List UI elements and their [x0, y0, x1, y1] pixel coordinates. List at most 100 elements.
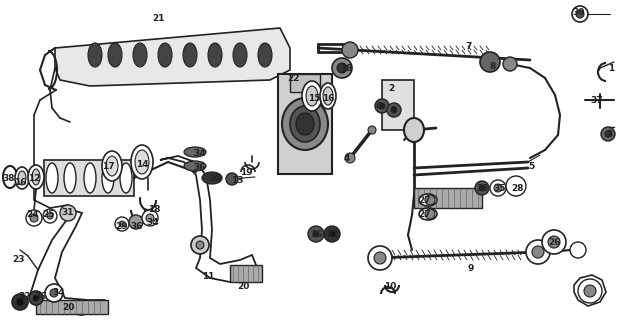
- Ellipse shape: [202, 172, 222, 184]
- Ellipse shape: [106, 156, 118, 176]
- Circle shape: [345, 153, 355, 163]
- Circle shape: [605, 131, 611, 137]
- Ellipse shape: [15, 167, 29, 189]
- Circle shape: [50, 289, 58, 297]
- Circle shape: [43, 209, 57, 223]
- Ellipse shape: [120, 163, 132, 193]
- Text: 31: 31: [61, 208, 74, 217]
- Text: 32: 32: [326, 230, 339, 239]
- Circle shape: [26, 210, 42, 226]
- Text: 36: 36: [310, 230, 322, 239]
- Text: 18: 18: [148, 205, 160, 214]
- Bar: [382, 80, 414, 130]
- Circle shape: [576, 10, 584, 18]
- Circle shape: [30, 214, 38, 222]
- Circle shape: [572, 6, 588, 22]
- Text: 29: 29: [115, 222, 128, 231]
- Text: 26: 26: [548, 238, 560, 247]
- Circle shape: [324, 226, 340, 242]
- Text: 30: 30: [208, 174, 220, 183]
- Ellipse shape: [18, 171, 26, 185]
- Polygon shape: [30, 210, 105, 315]
- Text: 32: 32: [18, 292, 30, 301]
- Circle shape: [313, 231, 319, 237]
- Circle shape: [308, 226, 324, 242]
- Ellipse shape: [419, 208, 437, 220]
- Circle shape: [391, 107, 397, 113]
- Ellipse shape: [28, 165, 44, 189]
- Ellipse shape: [320, 83, 336, 109]
- Circle shape: [570, 242, 586, 258]
- Text: 37: 37: [590, 96, 603, 105]
- Text: 15: 15: [308, 94, 321, 103]
- Circle shape: [387, 103, 401, 117]
- Text: 16: 16: [322, 94, 334, 103]
- Text: 33: 33: [476, 184, 488, 193]
- Text: 28: 28: [511, 184, 524, 193]
- Ellipse shape: [46, 163, 58, 193]
- Circle shape: [196, 241, 204, 249]
- Circle shape: [332, 58, 352, 78]
- Ellipse shape: [404, 118, 424, 142]
- Circle shape: [526, 240, 550, 264]
- Text: 35: 35: [493, 184, 506, 193]
- Circle shape: [548, 236, 560, 248]
- Circle shape: [506, 176, 526, 196]
- Polygon shape: [55, 28, 290, 86]
- Circle shape: [379, 103, 385, 109]
- Text: 34: 34: [193, 149, 206, 158]
- Text: 2: 2: [388, 84, 394, 93]
- Text: 11: 11: [202, 272, 215, 281]
- Ellipse shape: [208, 43, 222, 67]
- Circle shape: [342, 42, 358, 58]
- Circle shape: [542, 230, 566, 254]
- Bar: [278, 74, 332, 174]
- Circle shape: [226, 173, 238, 185]
- Ellipse shape: [302, 81, 322, 111]
- Text: 25: 25: [42, 210, 54, 219]
- Circle shape: [425, 209, 435, 219]
- Ellipse shape: [102, 163, 114, 193]
- Bar: [290, 74, 320, 92]
- Circle shape: [494, 184, 502, 192]
- Ellipse shape: [135, 150, 149, 174]
- Text: 22: 22: [287, 74, 300, 83]
- Circle shape: [479, 185, 485, 191]
- Text: 1: 1: [608, 64, 614, 73]
- Circle shape: [142, 210, 158, 226]
- Text: 34: 34: [146, 218, 158, 227]
- Ellipse shape: [133, 43, 147, 67]
- Text: 38: 38: [340, 64, 352, 73]
- Text: 20: 20: [62, 303, 74, 312]
- Bar: [414, 188, 482, 208]
- Circle shape: [33, 295, 39, 301]
- Ellipse shape: [184, 161, 206, 171]
- Ellipse shape: [296, 113, 314, 135]
- Text: 12: 12: [28, 174, 40, 183]
- Circle shape: [191, 236, 209, 254]
- Text: 27: 27: [418, 210, 431, 219]
- Text: 5: 5: [528, 162, 534, 171]
- Circle shape: [368, 126, 376, 134]
- Bar: [36, 300, 108, 314]
- Text: 36: 36: [130, 222, 142, 231]
- Text: 24: 24: [26, 210, 38, 219]
- Circle shape: [337, 63, 347, 73]
- Text: 6: 6: [376, 102, 383, 111]
- Bar: [230, 265, 262, 282]
- Ellipse shape: [183, 43, 197, 67]
- Text: 20: 20: [237, 282, 249, 291]
- Circle shape: [60, 205, 76, 221]
- Text: 38: 38: [2, 174, 14, 183]
- Ellipse shape: [184, 147, 206, 157]
- Ellipse shape: [323, 87, 333, 105]
- Polygon shape: [160, 156, 256, 282]
- Ellipse shape: [233, 43, 247, 67]
- Circle shape: [12, 294, 28, 310]
- Text: 39: 39: [572, 8, 584, 17]
- Text: 19: 19: [240, 168, 253, 177]
- Circle shape: [329, 231, 335, 237]
- Circle shape: [490, 180, 506, 196]
- Circle shape: [129, 215, 143, 229]
- Text: 3: 3: [390, 106, 396, 115]
